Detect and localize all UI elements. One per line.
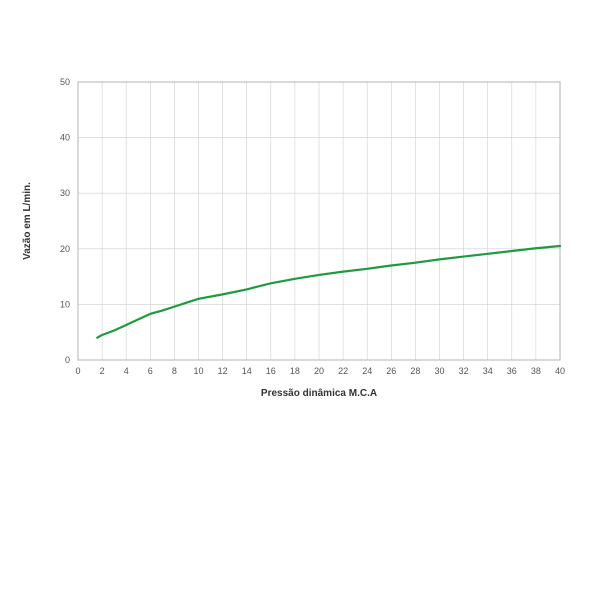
x-tick-label: 20 (314, 366, 324, 376)
flow-pressure-chart: 0246810121416182022242628303234363840010… (0, 70, 600, 430)
x-tick-label: 0 (75, 366, 80, 376)
x-tick-label: 38 (531, 366, 541, 376)
y-tick-label: 40 (60, 133, 70, 143)
y-tick-label: 30 (60, 188, 70, 198)
y-tick-label: 10 (60, 299, 70, 309)
x-tick-label: 22 (338, 366, 348, 376)
y-tick-label: 50 (60, 77, 70, 87)
x-tick-label: 28 (410, 366, 420, 376)
x-tick-label: 12 (218, 366, 228, 376)
chart-svg: 0246810121416182022242628303234363840010… (0, 70, 600, 430)
x-axis-label: Pressão dinâmica M.C.A (261, 388, 377, 399)
x-tick-label: 6 (148, 366, 153, 376)
x-tick-label: 10 (193, 366, 203, 376)
x-tick-label: 8 (172, 366, 177, 376)
x-tick-label: 30 (434, 366, 444, 376)
y-axis-label: Vazão em L/min. (22, 182, 33, 260)
x-tick-label: 36 (507, 366, 517, 376)
x-tick-label: 34 (483, 366, 493, 376)
x-tick-label: 14 (242, 366, 252, 376)
x-tick-label: 26 (386, 366, 396, 376)
y-tick-label: 0 (65, 355, 70, 365)
y-tick-label: 20 (60, 244, 70, 254)
x-tick-label: 4 (124, 366, 129, 376)
x-tick-label: 40 (555, 366, 565, 376)
x-tick-label: 24 (362, 366, 372, 376)
x-tick-label: 16 (266, 366, 276, 376)
x-tick-label: 18 (290, 366, 300, 376)
x-tick-label: 2 (100, 366, 105, 376)
x-tick-label: 32 (459, 366, 469, 376)
